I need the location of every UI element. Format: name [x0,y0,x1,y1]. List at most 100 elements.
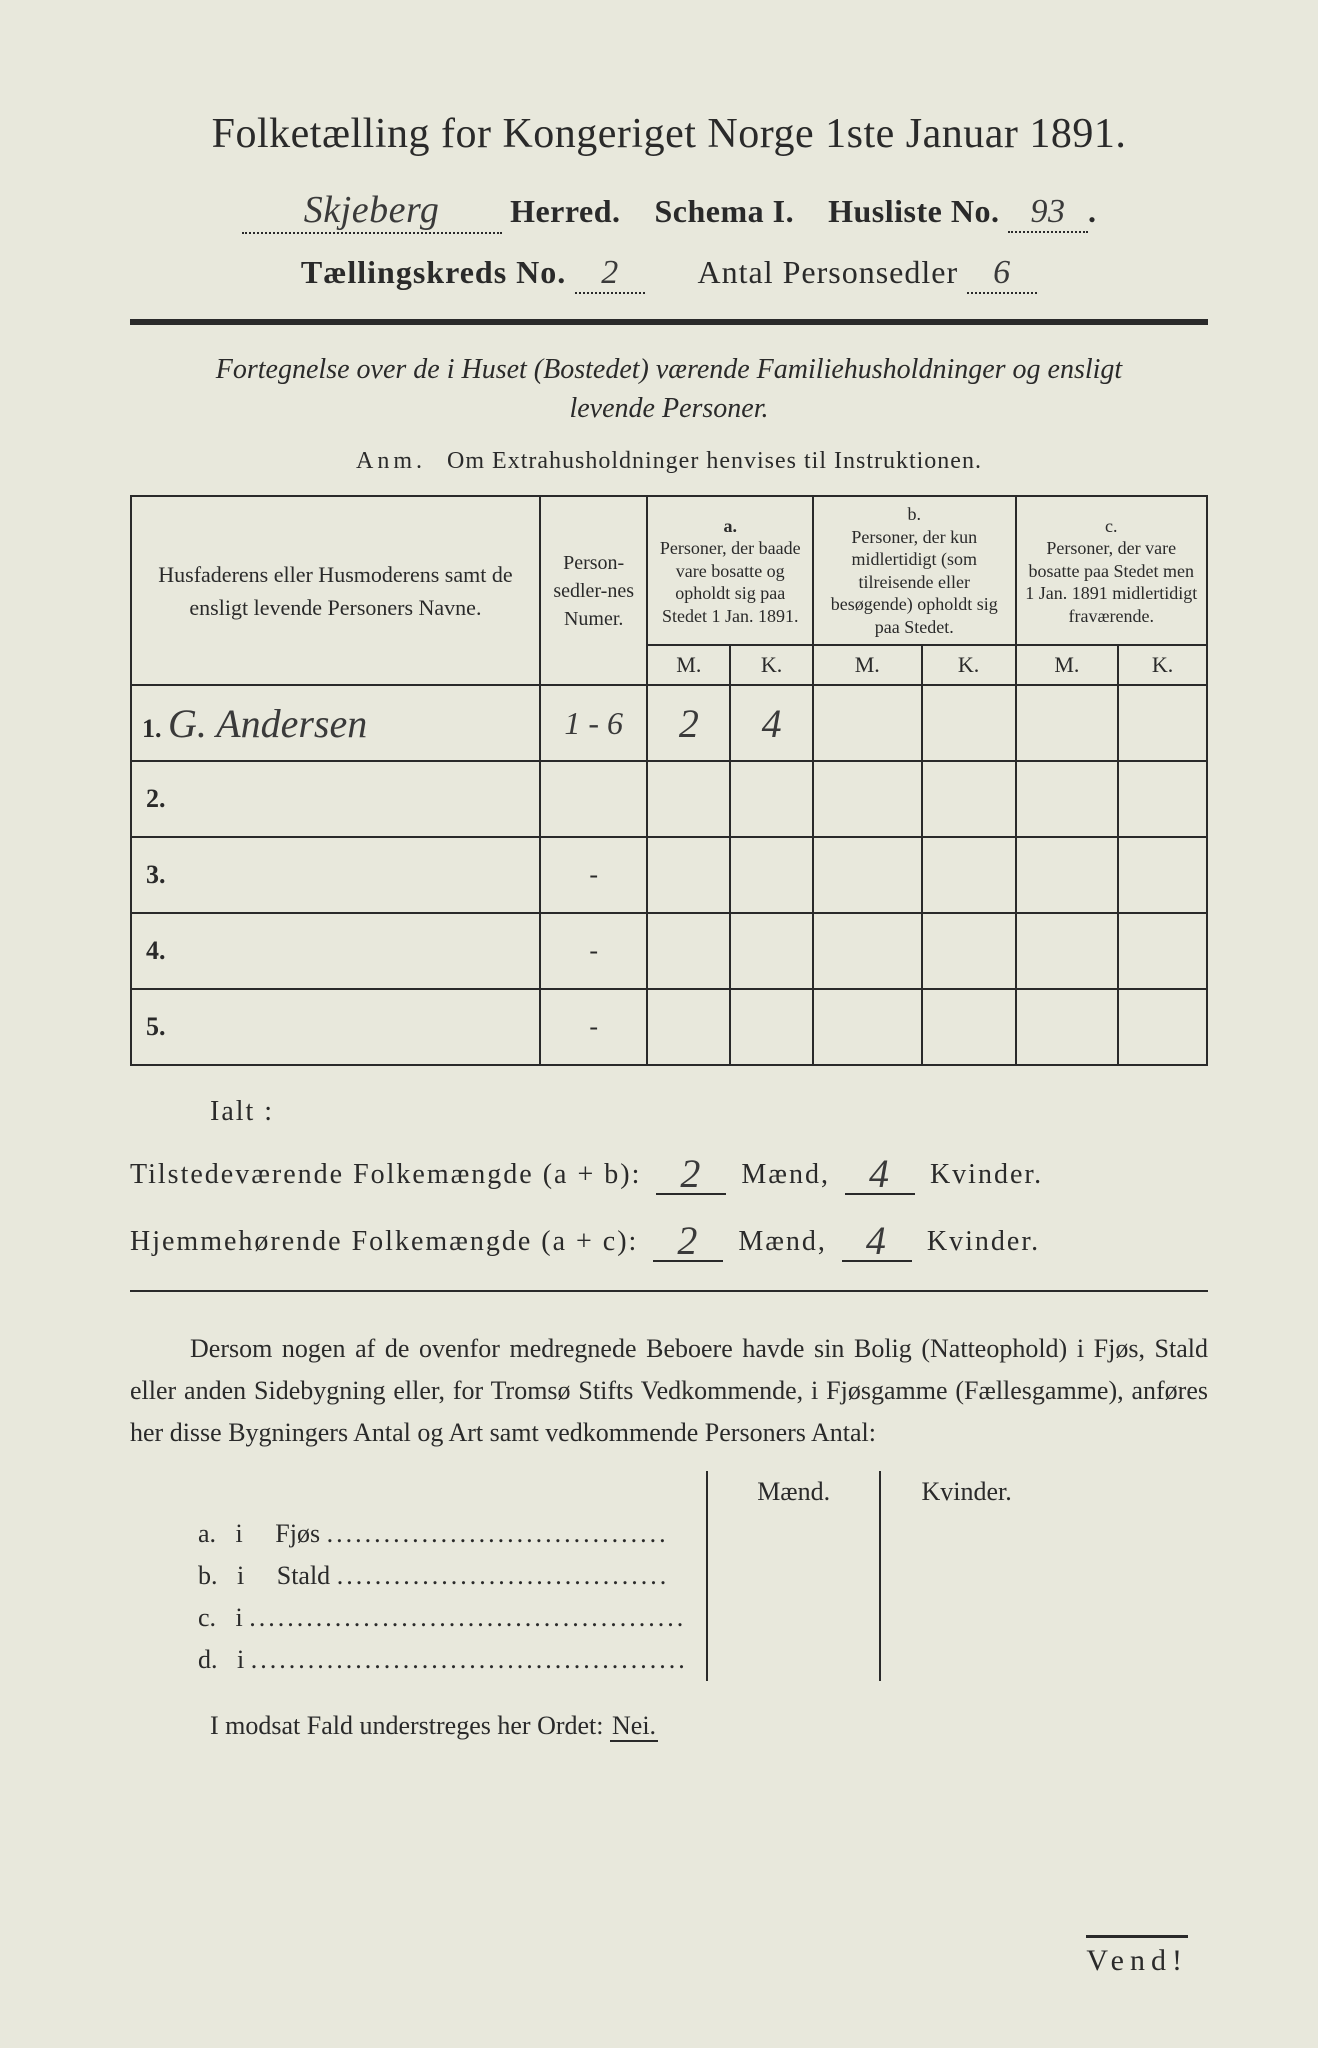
a-m: M. [647,645,730,685]
anm-line: Anm. Om Extrahusholdninger henvises til … [130,448,1208,475]
table-row: 4. - [131,913,1207,989]
lr-b-dots: ................................... [337,1561,670,1590]
col-b-header: b. Personer, der kun midlertidigt (som t… [813,496,1016,645]
row-5-aK [730,989,813,1065]
row-1-aK: 4 [730,685,813,761]
lr-a-m [707,1513,879,1555]
husliste-value: 93 [1008,193,1088,233]
kvinder-label-1: Kvinder. [930,1159,1043,1190]
subtitle: Fortegnelse over de i Huset (Bostedet) v… [130,350,1208,428]
table-header-row-1: Husfaderens eller Husmoderens samt de en… [131,496,1207,645]
row-1-num: 1. [142,714,162,743]
paragraph-text: Dersom nogen af de ovenfor medregnede Be… [130,1334,1208,1446]
lower-row-c: c. i ...................................… [190,1597,1052,1639]
table-row: 2. [131,761,1207,837]
row-1-numer: 1 - 6 [540,685,648,761]
row-3-name: 3. [131,837,540,913]
row-1-name: 1. G. Andersen [131,685,540,761]
lr-c-m [707,1597,879,1639]
row-4-aM [647,913,730,989]
tot1-label: Tilstedeværende Folkemængde (a + b): [130,1159,641,1190]
row-3-cK [1118,837,1207,913]
row-1-aM: 2 [647,685,730,761]
subtitle-line-1: Fortegnelse over de i Huset (Bostedet) v… [216,354,1122,385]
nei-word: Nei. [610,1711,658,1742]
lower-row-b: b. i Stald .............................… [190,1555,1052,1597]
lr-a-i: i [236,1519,243,1548]
main-table: Husfaderens eller Husmoderens samt de en… [130,495,1208,1066]
row-3-cM [1016,837,1119,913]
lr-d-key: d. [198,1645,218,1674]
row-2-bM [813,761,922,837]
totals-line-2: Hjemmehørende Folkemængde (a + c): 2 Mæn… [130,1213,1208,1262]
maend-label-2: Mænd, [738,1226,827,1257]
lower-row-a: a. i Fjøs ..............................… [190,1513,1052,1555]
row-1-bM [813,685,922,761]
schema-label: Schema I. [654,193,794,229]
row-4-name: 4. [131,913,540,989]
thin-rule [130,1290,1208,1292]
paragraph: Dersom nogen af de ovenfor medregnede Be… [130,1328,1208,1453]
row-5-cM [1016,989,1119,1065]
row-1-cM [1016,685,1119,761]
tot1-k: 4 [869,1151,891,1196]
c-text: Personer, der vare bosatte paa Stedet me… [1025,538,1197,626]
census-form-page: Folketælling for Kongeriget Norge 1ste J… [0,0,1318,2048]
row-2-bK [922,761,1016,837]
row-1-name-value: G. Andersen [168,701,367,746]
kreds-label: Tællingskreds No. [301,254,566,290]
a-label: a. [723,516,737,536]
row-2-aK [730,761,813,837]
tot2-k: 4 [866,1218,888,1263]
col-name-header: Husfaderens eller Husmoderens samt de en… [131,496,540,685]
maend-label-1: Mænd, [741,1159,830,1190]
col-numer-header: Person-sedler-nes Numer. [540,496,648,685]
lr-d-i: i [237,1645,244,1674]
row-5-name: 5. [131,989,540,1065]
lr-c-dots: ........................................… [249,1603,686,1632]
row-4-cK [1118,913,1207,989]
a-k: K. [730,645,813,685]
table-row: 3. - [131,837,1207,913]
row-4-numer: - [540,913,648,989]
header-line-1: Skjeberg Herred. Schema I. Husliste No. … [130,188,1208,234]
tot2-label: Hjemmehørende Folkemængde (a + c): [130,1226,638,1257]
page-title: Folketælling for Kongeriget Norge 1ste J… [130,110,1208,158]
c-label: c. [1105,516,1118,536]
b-k: K. [922,645,1016,685]
row-4-bK [922,913,1016,989]
row-5-cK [1118,989,1207,1065]
header-line-2: Tællingskreds No. 2 Antal Personsedler 6 [130,254,1208,294]
lower-table: Mænd. Kvinder. a. i Fjøs ...............… [190,1471,1052,1681]
table-row: 1. G. Andersen 1 - 6 2 4 [131,685,1207,761]
lr-a-key: a. [198,1519,216,1548]
lr-d-dots: ........................................… [251,1645,688,1674]
col-name-text: Husfaderens eller Husmoderens samt de en… [158,562,512,620]
row-3-bK [922,837,1016,913]
anm-prefix: Anm. [356,448,426,474]
lr-d-k [880,1639,1052,1681]
personsedler-value: 6 [967,254,1037,294]
row-5-bK [922,989,1016,1065]
row-4-bM [813,913,922,989]
lower-maend: Mænd. [707,1471,879,1513]
tot2-m: 2 [677,1218,699,1263]
row-4-aK [730,913,813,989]
lr-b-key: b. [198,1561,218,1590]
tot1-m: 2 [680,1151,702,1196]
row-2-numer [540,761,648,837]
modsat-line: I modsat Fald understreges her Ordet: Ne… [210,1711,1208,1741]
col-c-header: c. Personer, der vare bosatte paa Stedet… [1016,496,1207,645]
modsat-text: I modsat Fald understreges her Ordet: [210,1711,604,1740]
lower-header: Mænd. Kvinder. [190,1471,1052,1513]
lower-kvinder: Kvinder. [880,1471,1052,1513]
kreds-value: 2 [575,254,645,294]
row-3-bM [813,837,922,913]
totals-line-1: Tilstedeværende Folkemængde (a + b): 2 M… [130,1146,1208,1195]
row-3-aM [647,837,730,913]
row-4-cM [1016,913,1119,989]
row-1-bK [922,685,1016,761]
b-text: Personer, der kun midlertidigt (som tilr… [831,527,998,637]
lr-d-m [707,1639,879,1681]
row-5-bM [813,989,922,1065]
